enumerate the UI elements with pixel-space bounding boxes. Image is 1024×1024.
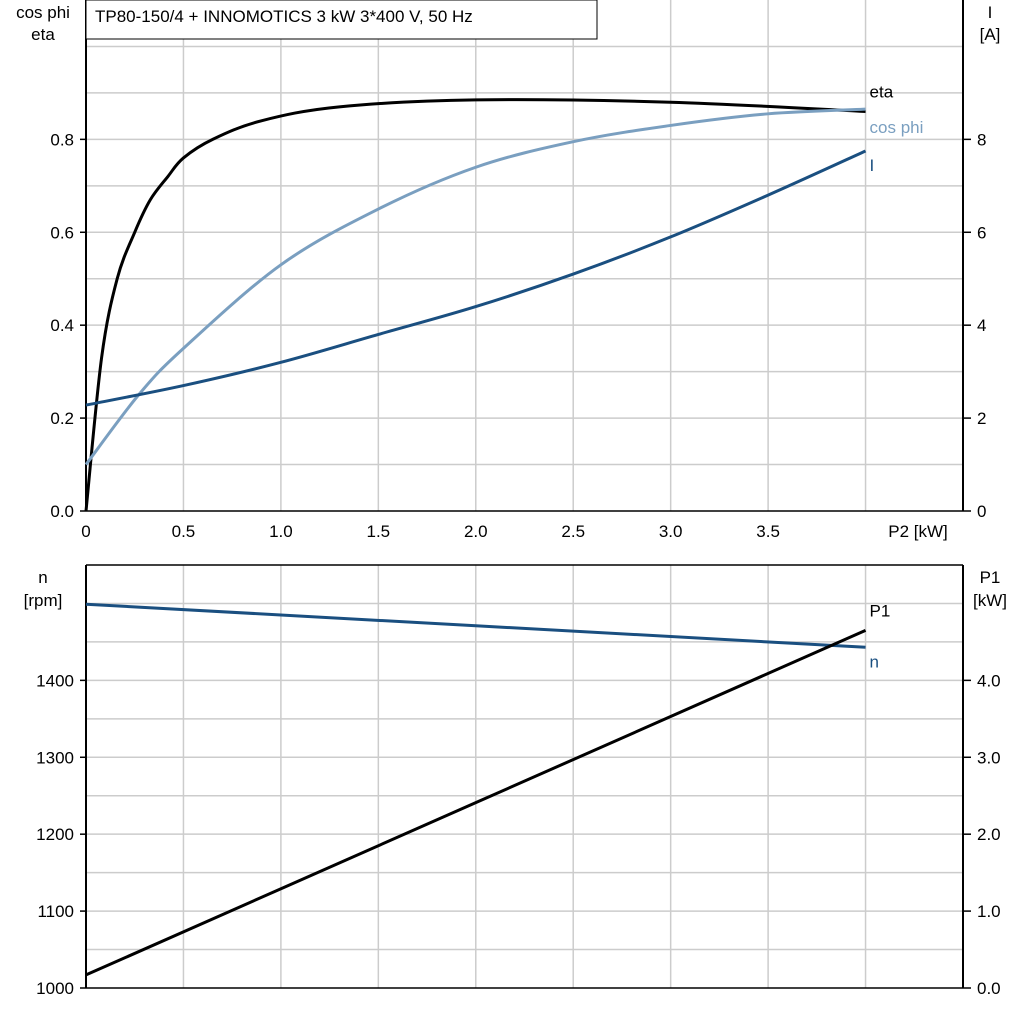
series-label-eta: eta: [870, 82, 894, 101]
left-tick-label: 1200: [36, 825, 74, 844]
x-tick-label: 2.0: [464, 522, 488, 541]
left-axis-label: eta: [31, 25, 55, 44]
left-tick-label: 0.2: [50, 409, 74, 428]
x-tick-label: 2.5: [561, 522, 585, 541]
series-label-cos-phi: cos phi: [870, 118, 924, 137]
left-tick-label: 1400: [36, 671, 74, 690]
x-axis-label: P2 [kW]: [888, 522, 948, 541]
right-tick-label: 4.0: [977, 671, 1001, 690]
series-label-p1: P1: [870, 601, 891, 620]
right-axis-label: [A]: [980, 25, 1001, 44]
left-axis-label: cos phi: [16, 3, 70, 22]
left-tick-label: 0.6: [50, 223, 74, 242]
series-line-n: [85, 602, 866, 649]
right-tick-label: 0.0: [977, 979, 1001, 998]
left-tick-label: 1300: [36, 748, 74, 767]
chart-panel-1: 0.0 0.2 0.4 0.6 0.8 0 2 4 6 8 0 0.5 1.0 1.5 2.0 2.5 3.0 3…: [16, 0, 1000, 541]
series-label-n: n: [870, 652, 879, 671]
x-tick-label: 0: [81, 522, 90, 541]
right-axis-label: I: [988, 3, 993, 22]
x-tick-label: 3.5: [756, 522, 780, 541]
x-tick-label: 1.5: [367, 522, 391, 541]
left-tick-label: 1100: [37, 902, 74, 921]
x-tick-label: 3.0: [659, 522, 683, 541]
series-label-i: I: [870, 156, 875, 175]
right-axis-label: P1: [980, 568, 1001, 587]
series-line-i: [85, 149, 867, 407]
right-axis-label: [kW]: [973, 591, 1007, 610]
left-tick-label: 0.4: [50, 316, 74, 335]
right-tick-label: 8: [977, 130, 986, 149]
series-line-p1: [85, 629, 867, 977]
right-tick-label: 1.0: [977, 902, 1001, 921]
x-tick-label: 0.5: [172, 522, 196, 541]
series-line-eta: [84, 98, 866, 512]
left-tick-label: 1000: [36, 979, 74, 998]
title-box: [85, 0, 598, 40]
right-tick-label: 2: [977, 409, 986, 428]
x-tick-label: 1.0: [269, 522, 293, 541]
right-tick-label: 3.0: [977, 748, 1001, 767]
series-line-cos-phi: [84, 107, 866, 466]
chart-title: TP80-150/4 + INNOMOTICS 3 kW 3*400 V, 50…: [95, 7, 473, 26]
right-tick-label: 4: [977, 316, 986, 335]
left-axis-label: [rpm]: [24, 591, 63, 610]
left-axis-label: n: [38, 568, 47, 587]
left-tick-label: 0.0: [50, 502, 74, 521]
chart-panel-2: 1000 1100 1200 1300 1400 0.0 1.0 2.0 3.0 4.0 n [rpm…: [24, 564, 1007, 998]
right-tick-label: 0: [977, 502, 986, 521]
right-tick-label: 6: [977, 223, 986, 242]
left-tick-label: 0.8: [50, 130, 74, 149]
right-tick-label: 2.0: [977, 825, 1001, 844]
